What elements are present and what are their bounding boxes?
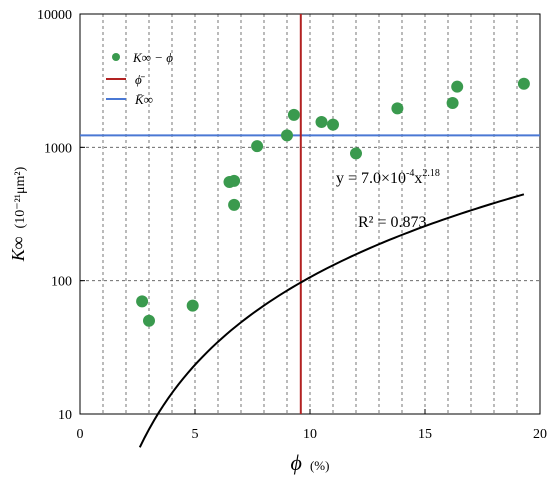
x-axis-unit: (%)	[310, 458, 330, 473]
y-tick-label: 100	[51, 275, 72, 290]
data-point	[186, 299, 199, 312]
fit-curve	[138, 193, 525, 448]
x-tick-label: 5	[192, 427, 199, 442]
legend-label-mean-phi: ϕ̄	[135, 72, 146, 87]
y-tick-label: 10	[58, 408, 72, 423]
data-point	[391, 102, 404, 115]
y-axis-unit: (10⁻²¹μm²)	[13, 166, 28, 228]
fit-equation: y = 7.0×10-4x2.18	[336, 168, 440, 187]
data-point	[517, 77, 530, 90]
data-point	[446, 97, 459, 110]
data-point	[136, 295, 149, 308]
data-point	[327, 118, 339, 131]
data-point	[287, 108, 300, 121]
equation-mid: x	[414, 170, 422, 187]
legend: K∞ − ϕ ϕ̄ K̄∞	[106, 50, 173, 107]
x-tick-label: 20	[533, 427, 547, 442]
x-tick-label: 0	[77, 427, 84, 442]
x-tick-label: 10	[303, 427, 317, 442]
r-squared-label: R² = 0.873	[358, 214, 427, 231]
legend-marker-points	[112, 53, 120, 61]
x-axis-label: ϕ (%)	[291, 450, 330, 475]
data-point	[143, 314, 155, 327]
data-point	[228, 174, 241, 187]
data-point	[350, 147, 362, 160]
x-axis-ticks: 0 5 10 15 20	[77, 409, 547, 442]
legend-label-mean-k: K̄∞	[134, 92, 153, 107]
y-axis-symbol: K∞	[8, 236, 28, 262]
equation-exp2: 2.18	[422, 168, 440, 179]
data-points	[136, 77, 530, 327]
y-axis-ticks: 10 100 1000 10000	[37, 8, 85, 423]
data-point	[228, 198, 241, 211]
x-tick-label: 15	[418, 427, 432, 442]
legend-label-points: K∞ − ϕ	[132, 50, 173, 65]
data-point	[251, 140, 264, 153]
y-tick-label: 10000	[37, 8, 72, 23]
data-point	[281, 129, 293, 142]
equation-exp1: -4	[406, 168, 414, 179]
x-axis-symbol: ϕ	[291, 450, 302, 475]
data-point	[451, 80, 464, 93]
data-point	[315, 115, 328, 128]
grid	[80, 14, 540, 414]
y-axis-label: K∞ (10⁻²¹μm²)	[8, 166, 28, 262]
equation-prefix: y = 7.0×10	[336, 170, 406, 187]
y-tick-label: 1000	[44, 141, 72, 156]
